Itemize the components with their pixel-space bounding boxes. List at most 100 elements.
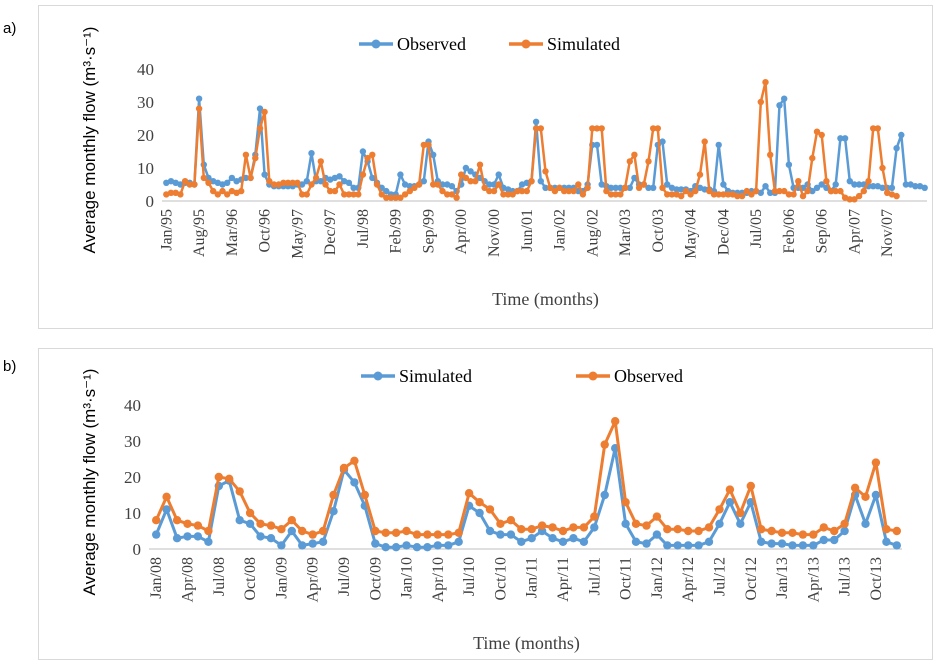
chart-a-x-tick-label: Aug/95 (191, 209, 208, 257)
chart-b-data-point-observed (506, 516, 516, 525)
chart-a-data-point-simulated (406, 187, 413, 195)
chart-a-data-point-simulated (575, 181, 582, 188)
chart-a-data-point-simulated (439, 187, 446, 195)
chart-b-data-point-observed (350, 456, 359, 465)
chart-a-data-point-observed (397, 171, 404, 178)
chart-a-data-point-observed (851, 181, 858, 188)
chart-b-legend-marker (588, 371, 598, 381)
chart-a-data-point-observed (870, 183, 877, 190)
chart-a-data-point-simulated (668, 191, 676, 198)
chart-b-data-point-observed (225, 474, 234, 483)
chart-b-data-point-simulated (329, 507, 338, 516)
chart-a-x-tick-label: May/97 (289, 209, 306, 259)
chart-b-data-point-observed (892, 526, 901, 536)
chart-b-data-point-simulated (506, 530, 516, 539)
chart-a-data-point-observed (195, 95, 203, 102)
chart-b-data-point-observed (861, 492, 870, 501)
chart-b-data-point-observed (736, 508, 745, 518)
chart-a-data-point-simulated (214, 191, 221, 198)
chart-b-data-point-observed (360, 490, 369, 500)
chart-a-data-point-simulated (720, 191, 727, 198)
chart-a-data-point-observed (228, 174, 236, 182)
chart-b-data-point-simulated (642, 539, 651, 548)
chart-a-data-point-simulated (870, 125, 877, 132)
chart-a-data-point-simulated (219, 187, 226, 195)
chart-a-data-point-observed (345, 179, 353, 186)
chart-a-series-line-observed (165, 97, 926, 196)
chart-a-data-point-observed (317, 178, 324, 185)
chart-b-data-point-observed (684, 526, 693, 536)
chart-b-data-point-simulated (548, 534, 557, 543)
chart-b-data-point-observed (558, 526, 568, 536)
chart-a-data-point-observed (593, 141, 601, 149)
chart-a-data-point-simulated (767, 151, 774, 158)
chart-b-data-point-observed (371, 526, 380, 536)
chart-b-x-tick-label: Oct/10 (492, 557, 509, 601)
chart-a-data-point-simulated (762, 79, 769, 86)
chart-a-data-point-observed (664, 181, 671, 188)
chart-b-x-tick-label: Apr/11 (555, 557, 572, 602)
chart-b-data-point-simulated (496, 530, 505, 539)
chart-a-x-tick-label: Nov/07 (879, 209, 896, 257)
chart-a-x-tick-label: Dec/04 (715, 209, 732, 255)
chart-a-data-point-simulated (692, 187, 699, 195)
chart-b-data-point-simulated (673, 541, 682, 550)
chart-b-data-point-simulated (204, 537, 213, 546)
chart-b-data-point-simulated (871, 490, 881, 500)
chart-a-data-point-simulated (551, 187, 559, 195)
chart-b-data-point-simulated (663, 541, 672, 550)
chart-a-data-point-simulated (640, 181, 647, 188)
chart-a-data-point-simulated (781, 187, 788, 195)
chart-a-data-point-simulated (593, 125, 601, 132)
chart-b-data-point-observed (485, 505, 495, 514)
chart-a-data-point-simulated (383, 194, 390, 201)
chart-a-data-point-simulated (612, 191, 619, 198)
chart-b-data-point-simulated (454, 537, 463, 546)
chart-a-data-point-observed (617, 184, 624, 191)
chart-a-x-tick-label: Jun/01 (519, 209, 536, 252)
chart-a-data-point-observed (420, 178, 427, 185)
chart-a-data-point-simulated (537, 125, 544, 132)
chart-b-x-tick-label: Oct/13 (868, 557, 885, 601)
chart-a-data-point-simulated (865, 178, 872, 185)
chart-b-data-point-simulated (631, 537, 641, 546)
chart-a-data-point-observed (224, 179, 231, 186)
chart-a-legend-label: Observed (397, 34, 466, 54)
chart-a-data-point-simulated (195, 105, 203, 112)
chart-b-data-point-simulated (391, 543, 401, 552)
chart-b-x-tick-label: Jul/13 (837, 557, 854, 596)
chart-b-data-point-simulated (245, 519, 255, 528)
chart-b-x-tick-label: Oct/08 (242, 557, 259, 601)
chart-b-data-point-observed (329, 490, 338, 500)
chart-a-data-point-observed (631, 174, 638, 182)
chart-a-x-tick-label: Apr/07 (846, 209, 863, 254)
chart-a-data-point-simulated (294, 179, 301, 186)
chart-a-data-point-observed (490, 181, 498, 188)
chart-b-data-point-simulated (704, 537, 714, 546)
chart-a-data-point-simulated (752, 187, 760, 195)
chart-a-x-tick-label: Feb/99 (388, 209, 405, 253)
chart-b-data-point-simulated (788, 541, 797, 550)
chart-a-data-point-simulated (430, 181, 437, 188)
chart-b-data-point-simulated (475, 508, 484, 518)
chart-b-data-point-observed (777, 528, 787, 537)
chart-a-data-point-observed (921, 184, 928, 191)
chart-a-data-point-observed (888, 184, 896, 191)
chart-a-data-point-simulated (224, 191, 231, 198)
chart-a-data-point-observed (837, 135, 844, 142)
chart-b-y-axis-label: Average monthly flow (m³·s⁻¹) (80, 369, 99, 596)
chart-a-data-point-simulated (738, 192, 746, 200)
chart-b-data-point-simulated (527, 534, 536, 543)
chart-b-data-point-simulated (183, 532, 192, 541)
chart-b-data-point-observed (673, 525, 682, 534)
chart-a-data-point-simulated (298, 191, 306, 198)
chart-b-data-point-observed (767, 526, 776, 536)
chart-a-x-tick-label: Oct/03 (650, 209, 667, 253)
chart-a-data-point-simulated (654, 125, 661, 132)
chart-a-data-point-observed (902, 181, 910, 188)
chart-b-x-tick-label: Oct/09 (367, 557, 384, 601)
chart-b-data-point-simulated (412, 543, 422, 552)
chart-a-data-point-simulated (401, 191, 409, 198)
chart-b-data-point-observed (287, 516, 296, 525)
chart-b-data-point-simulated (308, 539, 317, 548)
